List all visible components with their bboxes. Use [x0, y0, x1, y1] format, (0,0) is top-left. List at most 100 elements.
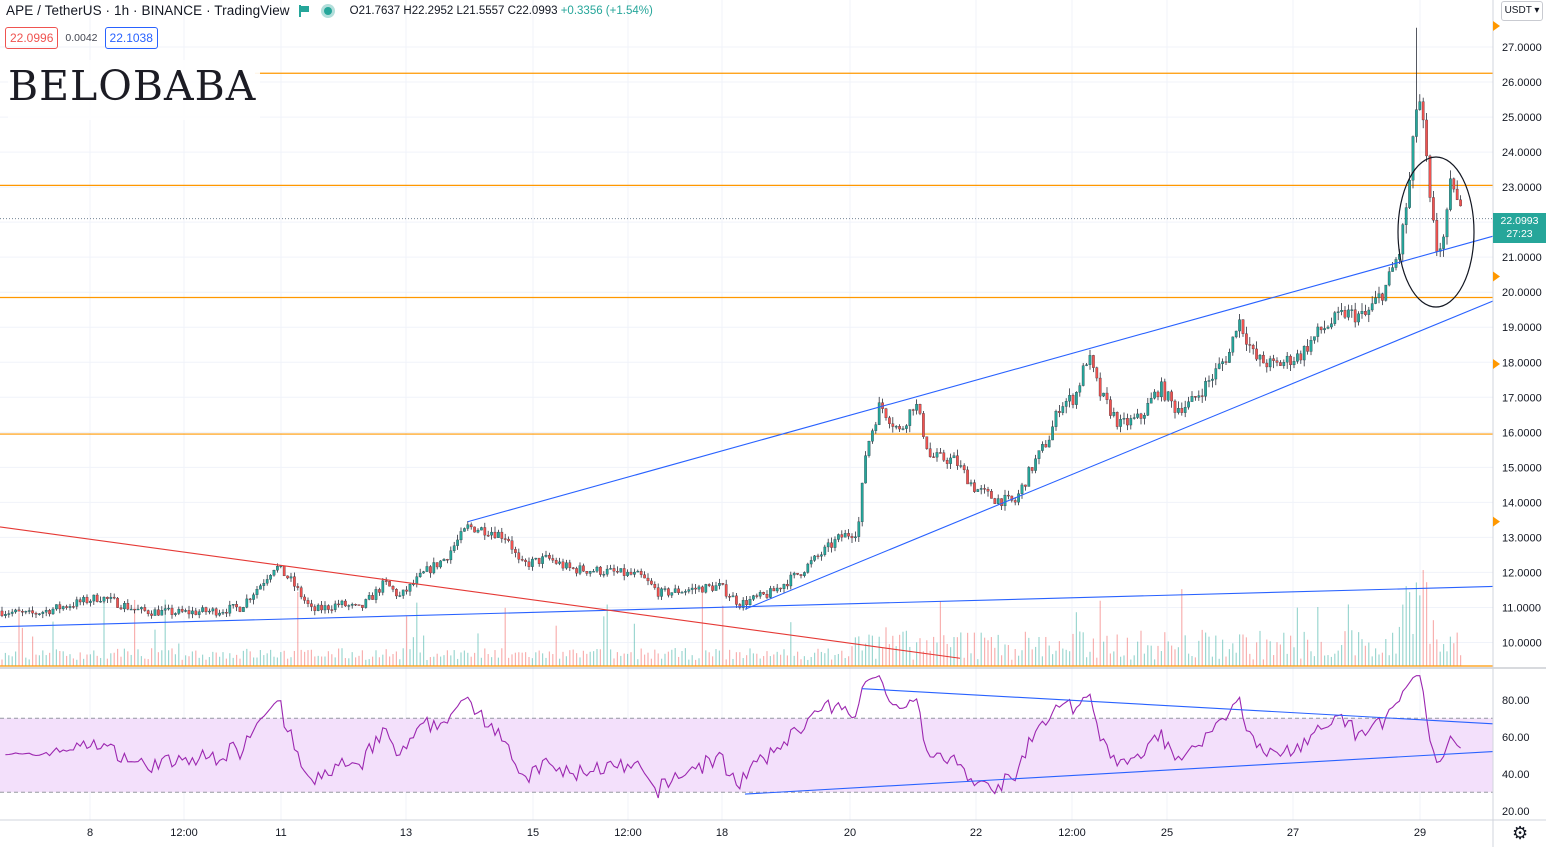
- volume-bar: [1164, 632, 1166, 666]
- candle-body: [323, 605, 327, 611]
- volume-bar: [984, 637, 986, 666]
- volume-bar: [86, 654, 88, 666]
- volume-bar: [729, 649, 731, 666]
- volume-bar: [1075, 612, 1077, 666]
- volume-bar: [8, 655, 10, 666]
- volume-bar: [1415, 582, 1417, 666]
- volume-bar: [164, 599, 166, 666]
- volume-bar: [212, 651, 214, 666]
- candle-body: [469, 524, 473, 528]
- flag-icon[interactable]: [298, 4, 310, 17]
- volume-bar: [1375, 648, 1377, 666]
- candle-body: [959, 465, 963, 467]
- volume-bar: [814, 652, 816, 666]
- candle-body: [252, 594, 255, 600]
- volume-bar: [848, 656, 850, 666]
- volume-bar: [501, 648, 503, 666]
- candle-body: [408, 584, 412, 592]
- volume-bar: [780, 654, 782, 666]
- volume-bar: [865, 643, 867, 666]
- candle-body: [340, 600, 344, 605]
- candle-body: [609, 568, 612, 570]
- time-tick-label: 11: [275, 827, 286, 839]
- volume-bar: [225, 658, 227, 666]
- volume-bar: [1439, 651, 1441, 666]
- candle-body: [435, 562, 439, 568]
- volume-bar: [1419, 595, 1421, 666]
- support-resistance-levels: [0, 72, 1493, 667]
- buy-price-button[interactable]: 22.1038: [104, 27, 158, 49]
- volume-bar: [18, 612, 20, 666]
- volume-bar: [1293, 647, 1295, 666]
- candle-body: [605, 568, 609, 575]
- volume-bar: [735, 652, 737, 666]
- candle-body: [160, 610, 164, 616]
- candle-body: [762, 592, 765, 595]
- rsi-line: [5, 674, 1461, 799]
- high-value: H22.2952: [403, 4, 454, 17]
- candle-body: [1452, 178, 1456, 190]
- volume-bar: [154, 629, 156, 666]
- sell-price-button[interactable]: 22.0996: [5, 27, 59, 49]
- candle-body: [684, 591, 687, 593]
- candle-body: [792, 572, 796, 576]
- candle-body: [1404, 207, 1408, 225]
- candle-body: [969, 482, 973, 485]
- candle-body: [1421, 101, 1425, 121]
- candle-body: [663, 588, 667, 590]
- trend-line: [467, 235, 1494, 523]
- volume-bar: [691, 655, 693, 666]
- volume-bar: [973, 632, 975, 666]
- candle-body: [1374, 297, 1377, 304]
- currency-select[interactable]: USDT ▾: [1501, 1, 1543, 21]
- candle-body: [524, 559, 527, 562]
- volume-bar: [436, 653, 438, 666]
- candle-body: [568, 562, 572, 568]
- volume-bar: [555, 625, 557, 666]
- volume-bar: [93, 650, 95, 666]
- volume-bar: [936, 642, 938, 666]
- volume-bar: [290, 657, 292, 666]
- volume-bar: [576, 653, 578, 666]
- volume-bar: [752, 653, 754, 666]
- volume-bar: [763, 656, 765, 666]
- symbol-title[interactable]: APE / TetherUS · 1h · BINANCE · TradingV…: [6, 3, 290, 18]
- candle-body: [310, 603, 313, 607]
- volume-bar: [324, 656, 326, 666]
- candle-body: [293, 576, 296, 587]
- volume-bar: [127, 651, 129, 666]
- volume-bar: [83, 658, 85, 666]
- volume-bar: [688, 659, 690, 666]
- volume-bar: [1266, 639, 1268, 666]
- volume-bar: [644, 654, 646, 666]
- volume-bar: [399, 659, 401, 666]
- gear-icon[interactable]: ⚙: [1512, 823, 1529, 843]
- volume-bar: [1086, 657, 1088, 666]
- volume-bar: [1252, 659, 1254, 666]
- candle-body: [123, 603, 126, 610]
- time-tick-label: 22: [970, 827, 982, 839]
- time-tick-label: 29: [1414, 827, 1426, 839]
- volume-bar: [1273, 655, 1275, 666]
- volume-bar: [943, 635, 945, 666]
- candle-body: [367, 595, 371, 600]
- candle-body: [238, 606, 242, 612]
- volume-bar: [759, 658, 761, 666]
- time-tick-label: 20: [844, 827, 856, 839]
- volume-bar: [705, 650, 707, 666]
- candle-body: [629, 571, 633, 575]
- candle-body: [558, 561, 561, 564]
- volume-bar: [1429, 643, 1431, 666]
- volume-bar: [487, 654, 489, 666]
- candle-body: [1336, 311, 1340, 313]
- volume-bar: [151, 648, 153, 666]
- price-tick-label: 15.0000: [1502, 462, 1542, 474]
- volume-bar: [593, 651, 595, 666]
- volume-bar: [827, 648, 829, 666]
- volume-bar: [919, 638, 921, 666]
- candle-body: [133, 608, 136, 611]
- candle-body: [109, 596, 113, 599]
- candle-body: [680, 592, 684, 594]
- candle-body: [537, 557, 541, 564]
